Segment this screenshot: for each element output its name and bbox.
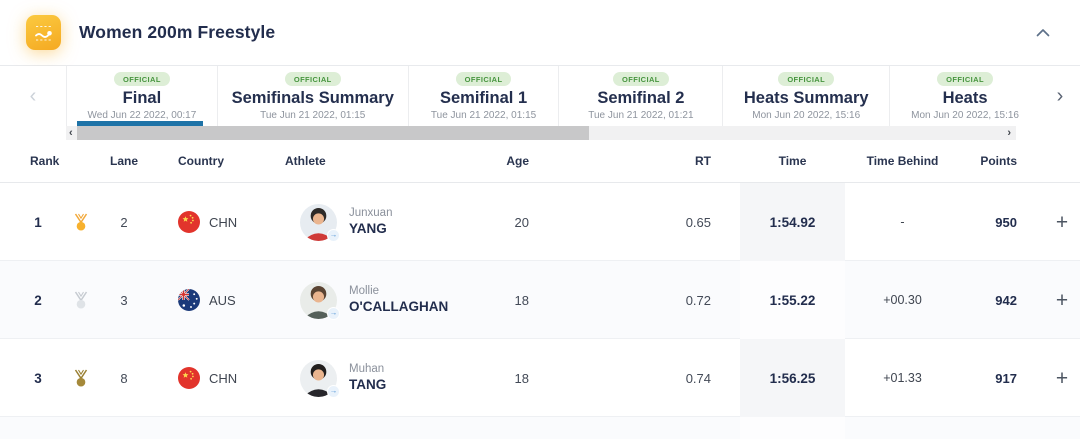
col-header-lane: Lane (109, 154, 138, 168)
rt-value: 0.65 (685, 214, 711, 230)
country-code: CHN (209, 370, 238, 386)
official-badge: OFFICIAL (284, 72, 341, 86)
athlete-last-name: O'CALLAGHAN (349, 298, 449, 314)
avatar-arrow-badge-icon[interactable]: → (327, 306, 340, 320)
expand-row-button[interactable]: + (1055, 366, 1069, 390)
tab-heats[interactable]: OFFICIAL Heats Mon Jun 20 2022, 15:16 (890, 66, 1040, 126)
rank-value: 1 (34, 214, 42, 230)
bronze-medal-icon (70, 367, 92, 389)
col-header-athlete: Athlete (285, 154, 326, 168)
time-value: 1:56.25 (740, 339, 845, 417)
round-tabs: ‹ OFFICIAL Final Wed Jun 22 2022, 00:17 … (0, 66, 1080, 126)
time-value: 1:55.22 (740, 261, 845, 339)
athlete-first-name: Junxuan (349, 207, 393, 220)
col-header-rank: Rank (30, 154, 60, 168)
tab-label: Heats (942, 89, 988, 107)
tab-date: Tue Jun 21 2022, 01:21 (588, 110, 694, 122)
tab-semifinals-summary[interactable]: OFFICIAL Semifinals Summary Tue Jun 21 2… (218, 66, 409, 126)
table-row[interactable]: 2 3 (0, 261, 1080, 339)
tabs-scrollbar[interactable]: ‹ › (66, 126, 1016, 140)
tab-date: Tue Jun 21 2022, 01:15 (260, 110, 366, 122)
col-header-age: Age (506, 154, 529, 168)
age-value: 18 (514, 370, 529, 386)
page-title: Women 200m Freestyle (79, 22, 276, 42)
table-row[interactable]: 1 2 CHN (0, 183, 1080, 261)
lane-value: 3 (120, 292, 128, 308)
official-badge: OFFICIAL (114, 72, 170, 86)
title-bar: Women 200m Freestyle (0, 0, 1080, 66)
scrollbar-right-arrow-icon[interactable]: › (1007, 127, 1011, 139)
expand-row-button[interactable]: + (1055, 210, 1069, 234)
tabs-prev-arrow-icon[interactable]: ‹ (29, 85, 37, 107)
tabs-scroller: OFFICIAL Final Wed Jun 22 2022, 00:17 OF… (66, 66, 1040, 126)
athlete-avatar: → (300, 203, 340, 242)
official-badge: OFFICIAL (937, 72, 993, 86)
chevron-up-icon[interactable] (1036, 28, 1050, 37)
tab-final[interactable]: OFFICIAL Final Wed Jun 22 2022, 00:17 (67, 66, 218, 126)
official-badge: OFFICIAL (613, 72, 669, 86)
table-row[interactable]: 3 8 CHN (0, 339, 1080, 417)
country-code: AUS (209, 292, 236, 308)
silver-medal-icon (70, 289, 92, 311)
rt-value: 0.74 (685, 370, 711, 386)
tab-label: Semifinal 1 (440, 89, 528, 107)
col-header-points: Points (980, 154, 1017, 168)
china-flag-icon (178, 367, 200, 389)
time-behind-value: - (900, 215, 905, 229)
points-value: 950 (995, 214, 1017, 230)
lane-value: 2 (120, 214, 128, 230)
scrollbar-thumb[interactable] (77, 126, 589, 140)
tab-date: Mon Jun 20 2022, 15:16 (911, 110, 1019, 122)
athlete-first-name: Mollie (349, 285, 380, 298)
gold-medal-icon (70, 211, 92, 233)
col-header-country: Country (178, 154, 224, 168)
official-badge: OFFICIAL (778, 72, 835, 86)
col-header-time-behind: Time Behind (866, 154, 939, 168)
tab-label: Semifinals Summary (231, 89, 394, 107)
results-table-header: Rank Lane Country Athlete Age RT Time Ti… (0, 140, 1080, 183)
time-behind-value: +00.30 (883, 293, 922, 307)
time-value: 1:54.92 (740, 183, 845, 261)
expand-row-button[interactable]: + (1055, 288, 1069, 312)
tab-label: Final (122, 89, 162, 107)
tab-label: Semifinal 2 (597, 89, 685, 107)
age-value: 20 (514, 214, 529, 230)
australia-flag-icon (178, 289, 200, 311)
points-value: 917 (995, 370, 1017, 386)
avatar-arrow-badge-icon[interactable]: → (327, 228, 340, 242)
tab-date: Wed Jun 22 2022, 00:17 (87, 110, 197, 122)
rank-value: 3 (34, 370, 42, 386)
athlete-avatar: → (300, 281, 340, 320)
avatar-arrow-badge-icon[interactable]: → (327, 384, 340, 398)
rt-value: 0.72 (685, 292, 711, 308)
tab-semifinal-2[interactable]: OFFICIAL Semifinal 2 Tue Jun 21 2022, 01… (559, 66, 724, 126)
tab-heats-summary[interactable]: OFFICIAL Heats Summary Mon Jun 20 2022, … (723, 66, 891, 126)
athlete-last-name: YANG (349, 220, 387, 236)
col-header-rt: RT (695, 154, 711, 168)
tab-date: Tue Jun 21 2022, 01:15 (430, 110, 537, 122)
official-badge: OFFICIAL (455, 72, 512, 86)
rank-value: 2 (34, 292, 42, 308)
scrollbar-left-arrow-icon[interactable]: ‹ (69, 127, 73, 139)
age-value: 18 (514, 292, 529, 308)
tab-label: Heats Summary (743, 89, 869, 107)
athlete-first-name: Muhan (349, 363, 385, 376)
col-header-time: Time (778, 154, 807, 168)
time-behind-value: +01.33 (883, 371, 922, 385)
swimming-event-icon (26, 15, 61, 50)
country-code: CHN (209, 214, 238, 230)
athlete-last-name: TANG (349, 376, 387, 392)
tab-semifinal-1[interactable]: OFFICIAL Semifinal 1 Tue Jun 21 2022, 01… (409, 66, 560, 126)
tabs-next-arrow-icon[interactable]: › (1056, 85, 1064, 107)
china-flag-icon (178, 211, 200, 233)
table-row-partial (0, 417, 1080, 439)
athlete-avatar: → (300, 359, 340, 398)
tab-date: Mon Jun 20 2022, 15:16 (752, 110, 861, 122)
lane-value: 8 (120, 370, 128, 386)
points-value: 942 (995, 292, 1017, 308)
